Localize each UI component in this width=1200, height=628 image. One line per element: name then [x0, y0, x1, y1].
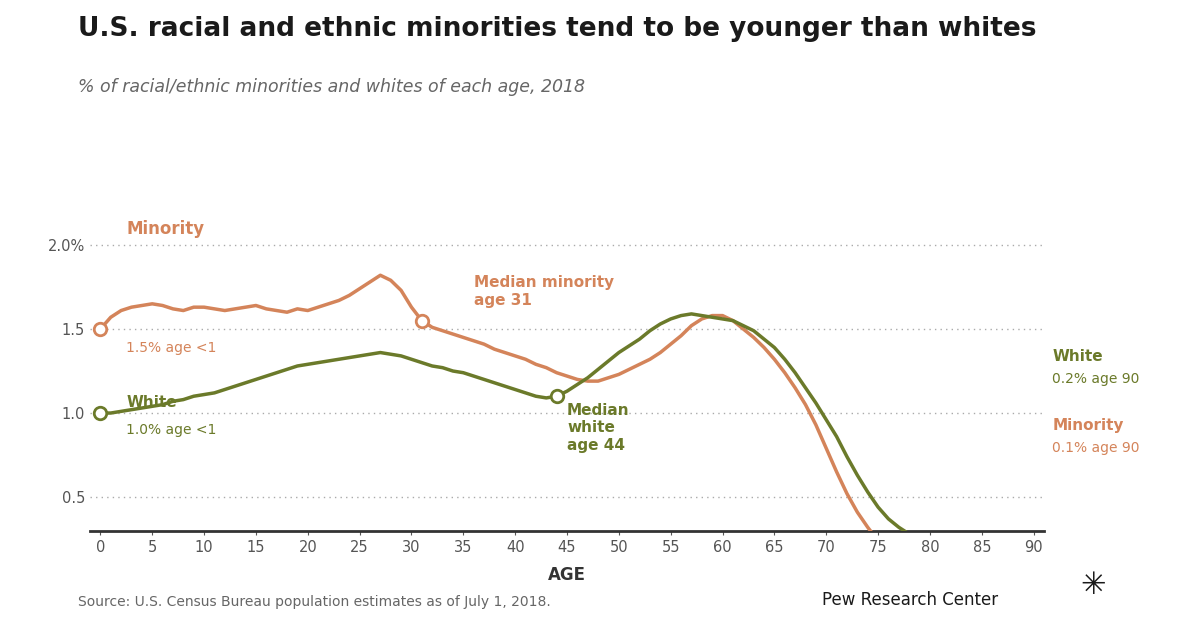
Text: 0.2% age 90: 0.2% age 90: [1052, 372, 1140, 386]
Text: 1.5% age <1: 1.5% age <1: [126, 341, 217, 355]
Text: Pew Research Center: Pew Research Center: [822, 591, 998, 609]
Text: Median
white
age 44: Median white age 44: [568, 403, 630, 453]
Text: White: White: [1052, 349, 1103, 364]
Text: U.S. racial and ethnic minorities tend to be younger than whites: U.S. racial and ethnic minorities tend t…: [78, 16, 1037, 41]
Text: Median minority
age 31: Median minority age 31: [474, 275, 613, 308]
Text: ✳: ✳: [1080, 571, 1105, 600]
X-axis label: AGE: AGE: [548, 566, 586, 584]
Text: 0.1% age 90: 0.1% age 90: [1052, 441, 1140, 455]
Text: Source: U.S. Census Bureau population estimates as of July 1, 2018.: Source: U.S. Census Bureau population es…: [78, 595, 551, 609]
Text: White: White: [126, 394, 176, 409]
Text: 1.0% age <1: 1.0% age <1: [126, 423, 217, 437]
Text: % of racial/ethnic minorities and whites of each age, 2018: % of racial/ethnic minorities and whites…: [78, 78, 586, 97]
Text: Minority: Minority: [126, 220, 204, 238]
Text: Minority: Minority: [1052, 418, 1124, 433]
